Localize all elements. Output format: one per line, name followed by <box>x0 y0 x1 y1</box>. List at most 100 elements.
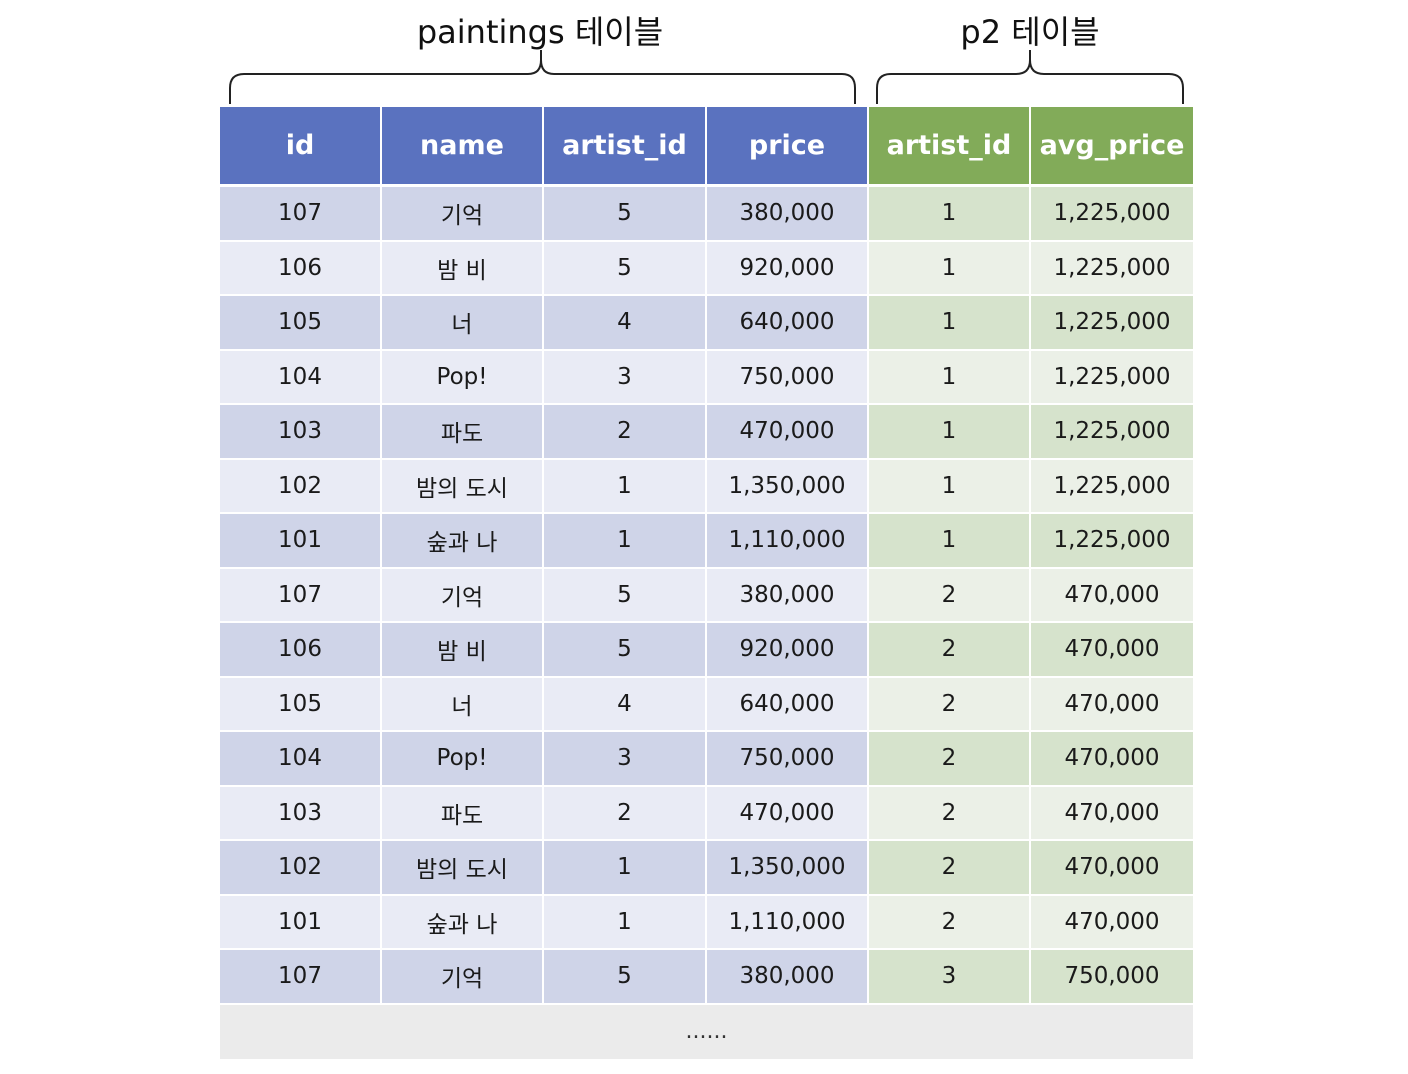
cell-id: 105 <box>220 296 382 351</box>
cell-price: 1,110,000 <box>707 514 869 569</box>
header-p2-artist-id: artist_id <box>869 107 1031 187</box>
table-row: 107 기억 5 380,000 2 470,000 <box>220 568 1193 623</box>
cell-avg-price: 1,225,000 <box>1031 459 1193 514</box>
paintings-table-label: paintings 테이블 <box>416 13 664 51</box>
cell-price: 1,350,000 <box>707 841 869 896</box>
table-row: 105 너 4 640,000 1 1,225,000 <box>220 296 1193 351</box>
cell-artist-id: 3 <box>544 732 707 787</box>
table-row: 106 밤 비 5 920,000 2 470,000 <box>220 623 1193 678</box>
cell-name: 파도 <box>382 405 544 460</box>
cell-id: 103 <box>220 405 382 460</box>
cell-name: 숲과 나 <box>382 514 544 569</box>
cell-avg-price: 470,000 <box>1031 623 1193 678</box>
cell-p2-artist-id: 2 <box>869 568 1031 623</box>
cell-avg-price: 750,000 <box>1031 950 1193 1005</box>
cell-price: 920,000 <box>707 623 869 678</box>
table-braces <box>229 50 1184 104</box>
cell-avg-price: 470,000 <box>1031 677 1193 732</box>
p2-brace <box>876 50 1184 104</box>
cell-id: 101 <box>220 514 382 569</box>
cell-id: 101 <box>220 895 382 950</box>
ellipsis-row: ...... <box>220 1004 1193 1059</box>
cell-id: 105 <box>220 677 382 732</box>
cell-p2-artist-id: 2 <box>869 732 1031 787</box>
cell-artist-id: 1 <box>544 895 707 950</box>
cell-avg-price: 1,225,000 <box>1031 241 1193 296</box>
table-body: 107 기억 5 380,000 1 1,225,000 106 밤 비 5 920,000 1 1,… <box>220 187 1193 1005</box>
cell-avg-price: 1,225,000 <box>1031 405 1193 460</box>
cell-id: 107 <box>220 187 382 242</box>
table-row: 107 기억 5 380,000 3 750,000 <box>220 950 1193 1005</box>
table-row: 102 밤의 도시 1 1,350,000 2 470,000 <box>220 841 1193 896</box>
cell-name: Pop! <box>382 350 544 405</box>
cell-name: 숲과 나 <box>382 895 544 950</box>
cell-p2-artist-id: 1 <box>869 350 1031 405</box>
cell-p2-artist-id: 2 <box>869 623 1031 678</box>
cell-id: 107 <box>220 568 382 623</box>
cell-id: 102 <box>220 459 382 514</box>
cell-artist-id: 5 <box>544 623 707 678</box>
cell-name: 파도 <box>382 786 544 841</box>
cell-p2-artist-id: 2 <box>869 895 1031 950</box>
cell-price: 380,000 <box>707 950 869 1005</box>
cell-artist-id: 1 <box>544 514 707 569</box>
table-row: 107 기억 5 380,000 1 1,225,000 <box>220 187 1193 242</box>
table-row: 103 파도 2 470,000 2 470,000 <box>220 786 1193 841</box>
cell-p2-artist-id: 1 <box>869 296 1031 351</box>
cell-p2-artist-id: 1 <box>869 241 1031 296</box>
cell-avg-price: 470,000 <box>1031 895 1193 950</box>
cell-id: 104 <box>220 732 382 787</box>
cell-id: 107 <box>220 950 382 1005</box>
cell-artist-id: 5 <box>544 241 707 296</box>
p2-table-label: p2 테이블 <box>960 13 1100 51</box>
cell-artist-id: 4 <box>544 296 707 351</box>
cell-id: 106 <box>220 241 382 296</box>
cell-name: 밤의 도시 <box>382 841 544 896</box>
cell-avg-price: 1,225,000 <box>1031 187 1193 242</box>
cell-price: 380,000 <box>707 568 869 623</box>
cell-price: 750,000 <box>707 350 869 405</box>
paintings-brace <box>229 50 856 104</box>
cell-name: 밤의 도시 <box>382 459 544 514</box>
cell-price: 1,350,000 <box>707 459 869 514</box>
cell-artist-id: 2 <box>544 405 707 460</box>
table-row: 103 파도 2 470,000 1 1,225,000 <box>220 405 1193 460</box>
table-row: 101 숲과 나 1 1,110,000 2 470,000 <box>220 895 1193 950</box>
cell-avg-price: 470,000 <box>1031 568 1193 623</box>
cell-price: 640,000 <box>707 677 869 732</box>
cell-price: 470,000 <box>707 405 869 460</box>
cell-name: 기억 <box>382 568 544 623</box>
table-row: 105 너 4 640,000 2 470,000 <box>220 677 1193 732</box>
cell-p2-artist-id: 2 <box>869 786 1031 841</box>
cell-name: Pop! <box>382 732 544 787</box>
cell-id: 103 <box>220 786 382 841</box>
joined-table: id name artist_id price artist_id avg_pr… <box>220 107 1193 1059</box>
table-row: 104 Pop! 3 750,000 2 470,000 <box>220 732 1193 787</box>
cell-avg-price: 470,000 <box>1031 732 1193 787</box>
cell-id: 104 <box>220 350 382 405</box>
cell-price: 920,000 <box>707 241 869 296</box>
header-price: price <box>707 107 869 187</box>
cell-price: 470,000 <box>707 786 869 841</box>
cell-artist-id: 5 <box>544 950 707 1005</box>
cell-artist-id: 5 <box>544 568 707 623</box>
cell-avg-price: 1,225,000 <box>1031 296 1193 351</box>
cell-p2-artist-id: 1 <box>869 405 1031 460</box>
cell-p2-artist-id: 1 <box>869 514 1031 569</box>
cell-name: 너 <box>382 677 544 732</box>
cell-avg-price: 1,225,000 <box>1031 350 1193 405</box>
cell-price: 750,000 <box>707 732 869 787</box>
cell-artist-id: 4 <box>544 677 707 732</box>
cell-avg-price: 1,225,000 <box>1031 514 1193 569</box>
cell-price: 1,110,000 <box>707 895 869 950</box>
cell-id: 106 <box>220 623 382 678</box>
table-row: 106 밤 비 5 920,000 1 1,225,000 <box>220 241 1193 296</box>
cell-name: 기억 <box>382 950 544 1005</box>
cell-artist-id: 1 <box>544 459 707 514</box>
cell-p2-artist-id: 3 <box>869 950 1031 1005</box>
cell-p2-artist-id: 2 <box>869 841 1031 896</box>
cell-p2-artist-id: 2 <box>869 677 1031 732</box>
cell-name: 밤 비 <box>382 623 544 678</box>
cell-name: 기억 <box>382 187 544 242</box>
cell-p2-artist-id: 1 <box>869 187 1031 242</box>
